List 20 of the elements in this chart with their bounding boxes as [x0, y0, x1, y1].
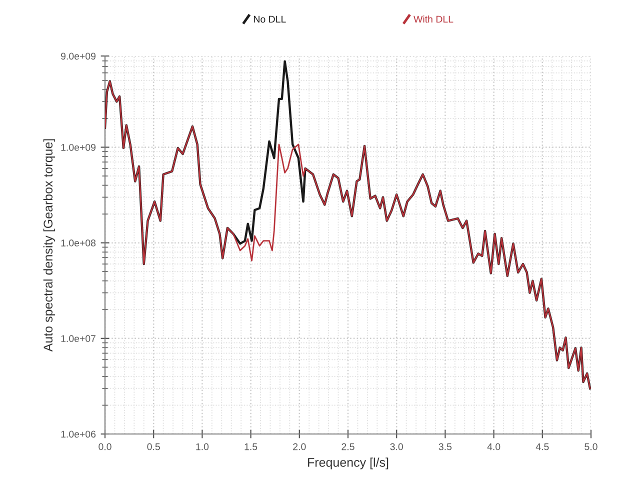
x-tick-label: 2.0	[293, 443, 306, 450]
x-tick-label: 1.0	[196, 443, 209, 450]
y-axis-title: Auto spectral density [Gearbox torque]	[43, 139, 56, 352]
y-tick-label: 1.0e+08	[61, 240, 96, 246]
legend-label: No DLL	[254, 16, 286, 23]
x-tick-label: 3.0	[390, 443, 403, 450]
x-tick-label: 4.5	[536, 443, 549, 450]
x-tick-label: 0.0	[98, 443, 112, 450]
x-tick-label: 4.0	[487, 443, 500, 450]
x-tick-label: 2.5	[342, 443, 354, 450]
x-tick-label: 0.5	[147, 443, 160, 450]
y-tick-label: 1.0e+07	[61, 335, 96, 342]
legend-label: With DLL	[414, 16, 454, 23]
x-axis-title: Frequency [l/s]	[308, 458, 388, 470]
y-tick-label: 1.0e+09	[61, 144, 96, 151]
x-tick-label: 3.5	[438, 443, 452, 450]
x-tick-label: 5.0	[584, 443, 598, 450]
y-tick-label: 1.0e+06	[61, 430, 96, 438]
x-tick-label: 1.5	[244, 443, 258, 450]
y-tick-label: 9.0e+09	[61, 52, 96, 60]
